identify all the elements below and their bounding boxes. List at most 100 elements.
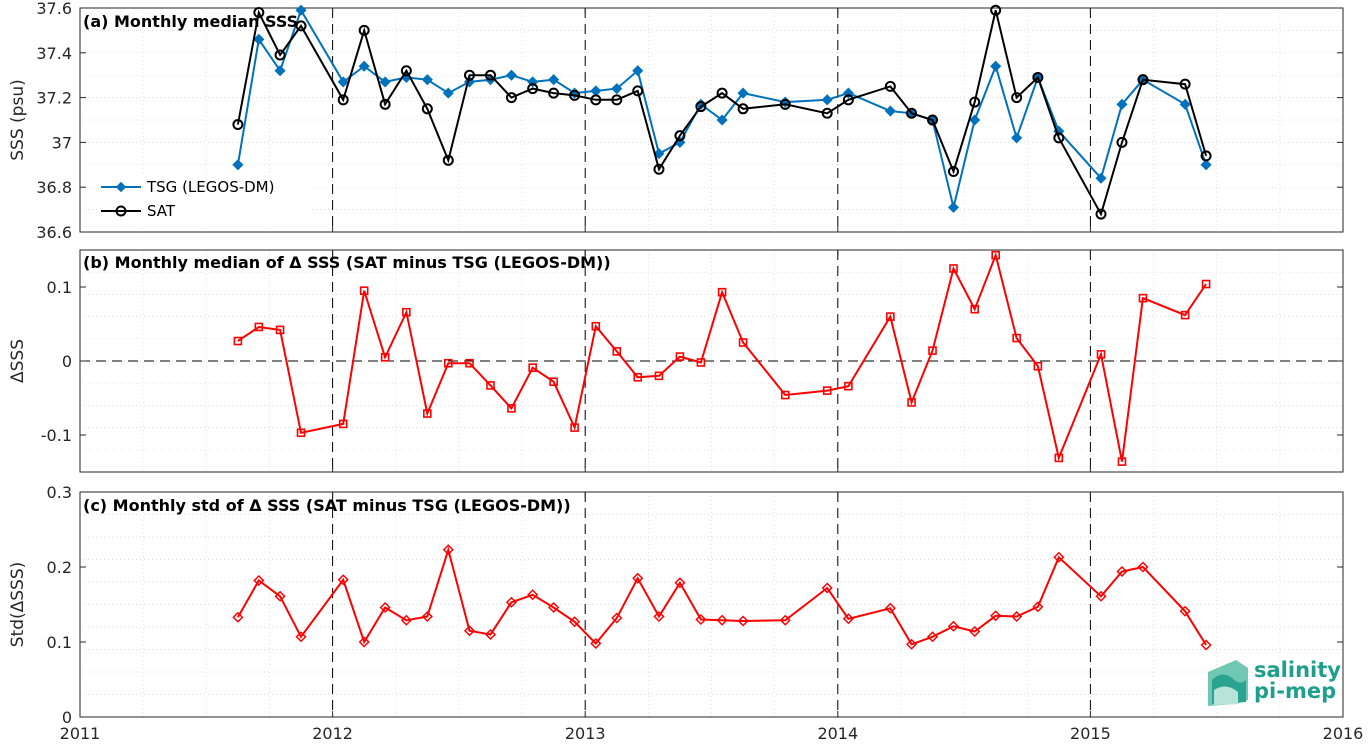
data-point bbox=[632, 65, 644, 77]
data-point bbox=[295, 631, 307, 643]
data-point bbox=[947, 620, 960, 632]
data-point bbox=[465, 358, 474, 368]
data-point bbox=[232, 611, 244, 623]
data-point bbox=[338, 419, 348, 429]
data-point bbox=[1095, 172, 1107, 184]
y-tick-label: 0 bbox=[62, 352, 72, 371]
data-point bbox=[527, 83, 539, 95]
data-point bbox=[570, 423, 579, 432]
data-point bbox=[674, 577, 686, 589]
data-point bbox=[548, 87, 560, 99]
y-tick-label: 0.2 bbox=[47, 558, 72, 577]
data-point bbox=[296, 428, 306, 438]
data-point bbox=[1095, 590, 1107, 602]
data-point bbox=[337, 94, 349, 106]
y-tick-label: 0.3 bbox=[47, 483, 72, 502]
data-point bbox=[590, 637, 602, 650]
data-point bbox=[1138, 293, 1148, 303]
series-line bbox=[237, 546, 1207, 646]
data-point bbox=[906, 107, 918, 119]
y-axis-label: ΔSSS bbox=[8, 339, 28, 383]
data-point bbox=[1137, 74, 1149, 86]
data-point bbox=[379, 98, 391, 110]
y-axis-label: SSS (psu) bbox=[8, 79, 28, 160]
series-line bbox=[237, 251, 1207, 462]
data-point bbox=[991, 250, 1000, 260]
data-point bbox=[611, 612, 623, 624]
data-point bbox=[674, 130, 686, 142]
data-point bbox=[421, 610, 433, 623]
data-point bbox=[358, 60, 370, 72]
data-point bbox=[505, 92, 517, 104]
data-point bbox=[696, 358, 706, 367]
data-point bbox=[737, 87, 749, 99]
data-point bbox=[1053, 132, 1065, 144]
x-tick-label: 2016 bbox=[1323, 724, 1364, 743]
data-point bbox=[358, 24, 370, 36]
legend-label: TSG (LEGOS-DM) bbox=[146, 178, 274, 196]
data-point bbox=[1116, 98, 1128, 110]
y-tick-label: 0.1 bbox=[47, 278, 72, 297]
data-point bbox=[949, 264, 958, 273]
data-point bbox=[421, 103, 433, 115]
data-point bbox=[927, 114, 939, 126]
data-point bbox=[527, 589, 539, 601]
data-point bbox=[549, 377, 558, 387]
data-point bbox=[1179, 98, 1191, 110]
data-point bbox=[380, 352, 390, 362]
data-point bbox=[1116, 565, 1128, 578]
data-point bbox=[969, 96, 981, 108]
panel-title: (b) Monthly median of Δ SSS (SAT minus T… bbox=[83, 253, 611, 272]
data-point bbox=[716, 114, 728, 126]
panel-c-monthly-std-delta-sss: 0 0.1 0.2 0.3 2011 2012 2013 2014 2015 2016 Std(ΔS… bbox=[8, 483, 1363, 743]
data-point bbox=[632, 85, 644, 97]
data-point bbox=[928, 346, 937, 355]
y-tick-label: 36.8 bbox=[36, 178, 72, 197]
data-point bbox=[505, 69, 518, 81]
data-point bbox=[779, 614, 791, 626]
data-point bbox=[484, 628, 497, 641]
y-tick-label: -0.1 bbox=[41, 426, 72, 445]
data-point bbox=[528, 363, 537, 372]
data-point bbox=[884, 80, 896, 92]
data-point bbox=[274, 65, 286, 77]
data-point bbox=[1179, 605, 1191, 617]
panel-title: (c) Monthly std of Δ SSS (SAT minus TSG … bbox=[83, 496, 571, 515]
data-point bbox=[253, 33, 265, 45]
data-point bbox=[275, 325, 285, 335]
data-point bbox=[779, 98, 791, 110]
data-point bbox=[1200, 159, 1212, 171]
data-point bbox=[1054, 453, 1064, 463]
data-point bbox=[484, 69, 496, 81]
salinity-pi-mep-logo-icon bbox=[1208, 660, 1248, 706]
data-point bbox=[844, 381, 853, 391]
data-point bbox=[884, 105, 896, 117]
data-point bbox=[274, 49, 286, 61]
y-tick-label: 37 bbox=[52, 133, 72, 152]
data-point bbox=[675, 352, 685, 361]
data-point bbox=[716, 614, 728, 626]
data-point bbox=[1179, 78, 1191, 90]
data-point bbox=[402, 307, 411, 317]
data-point bbox=[1011, 132, 1023, 144]
data-point bbox=[1011, 610, 1023, 623]
data-point bbox=[969, 625, 981, 638]
data-point bbox=[970, 304, 980, 314]
data-point bbox=[548, 74, 560, 86]
data-point bbox=[443, 358, 453, 368]
data-point bbox=[253, 574, 265, 587]
data-point bbox=[969, 114, 981, 126]
data-point bbox=[569, 616, 581, 628]
data-point bbox=[947, 201, 960, 213]
data-point bbox=[611, 83, 623, 95]
data-point bbox=[886, 312, 895, 321]
data-point bbox=[295, 20, 307, 32]
data-point bbox=[442, 544, 454, 556]
data-point bbox=[821, 582, 833, 594]
data-point bbox=[654, 371, 664, 381]
data-point bbox=[505, 596, 518, 608]
data-point bbox=[253, 6, 265, 18]
panel-b-monthly-median-delta-sss: -0.1 0 0.1 ΔSSS (b) Monthly median of Δ SSS … bbox=[8, 249, 1344, 473]
data-point bbox=[442, 87, 454, 99]
